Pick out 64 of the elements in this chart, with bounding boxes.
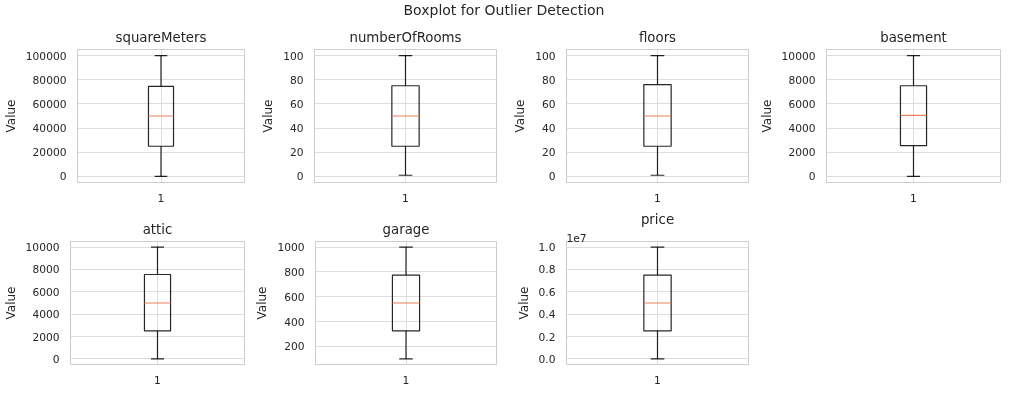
y-tick-label: 0.8 [538,263,556,277]
y-tick-label: 80000 [32,73,67,87]
y-tick-label: 10000 [25,241,60,255]
y-tick-label: 0.0 [538,352,556,366]
x-tick-label: 1 [654,191,661,205]
chart-title: squareMeters [115,29,207,45]
y-axis-title: Value [3,99,18,133]
y-tick-label: 0.4 [538,308,556,322]
y-tick-label: 0 [808,170,816,184]
y-tick-label: 0.6 [538,285,556,299]
y-tick-label: 80 [541,73,556,87]
chart-title: attic [142,221,173,237]
y-tick-label: 100 [283,49,304,63]
y-tick-label: 100 [535,49,556,63]
y-tick-label: 20 [289,146,304,160]
y-tick-label: 4000 [788,122,816,136]
y-tick-label: 100000 [25,49,67,63]
x-tick-label: 1 [402,373,410,387]
y-tick-label: 600 [284,290,305,304]
y-tick-label: 0 [548,170,556,184]
chart-title: numberOfRooms [349,29,462,45]
y-tick-label: 1000 [277,241,305,255]
y-tick-label: 40 [289,122,304,136]
x-tick-label: 1 [154,373,161,387]
y-axis-title: Value [3,286,18,320]
chart-title: basement [880,29,947,45]
y-tick-label: 2000 [32,330,60,344]
y-tick-label: 60 [541,97,556,111]
y-tick-label: 40 [541,122,556,136]
y-tick-label: 80 [289,73,304,87]
y-tick-label: 6000 [788,97,816,111]
y-tick-label: 800 [284,265,305,279]
y-axis-title: Value [516,286,531,320]
y-axis-title: Value [261,99,276,133]
y-tick-label: 0 [296,170,304,184]
y-axis-title: Value [759,99,774,133]
y-tick-label: 0 [59,170,67,184]
y-tick-label: 8000 [788,73,816,87]
y-tick-label: 1.0 [538,241,556,255]
y-tick-label: 20000 [32,146,67,160]
y-tick-label: 400 [284,315,305,329]
text: Boxplot for Outlier Detection [403,1,605,20]
chart-title: garage [382,221,430,237]
x-tick-label: 1 [910,191,917,205]
y-tick-label: 60 [289,97,304,111]
y-tick-label: 2000 [788,146,816,160]
y-axis-title: Value [255,286,270,320]
y-tick-label: 20 [541,146,556,160]
x-tick-label: 1 [654,373,661,387]
y-tick-label: 0 [52,352,60,366]
x-tick-label: 1 [402,191,409,205]
y-tick-label: 60000 [32,97,67,111]
y-tick-label: 8000 [32,263,60,277]
chart-title: floors [638,29,677,45]
chart-title: price [640,211,675,227]
y-tick-label: 10000 [781,49,816,63]
y-tick-label: 6000 [32,285,60,299]
y-tick-label: 0.2 [538,330,556,344]
y-axis-title: Value [513,99,528,133]
x-tick-label: 1 [157,191,165,205]
y-tick-label: 200 [284,340,305,354]
y-tick-label: 40000 [32,122,67,136]
annotation: 1e7 [566,231,587,245]
y-tick-label: 4000 [32,308,60,322]
